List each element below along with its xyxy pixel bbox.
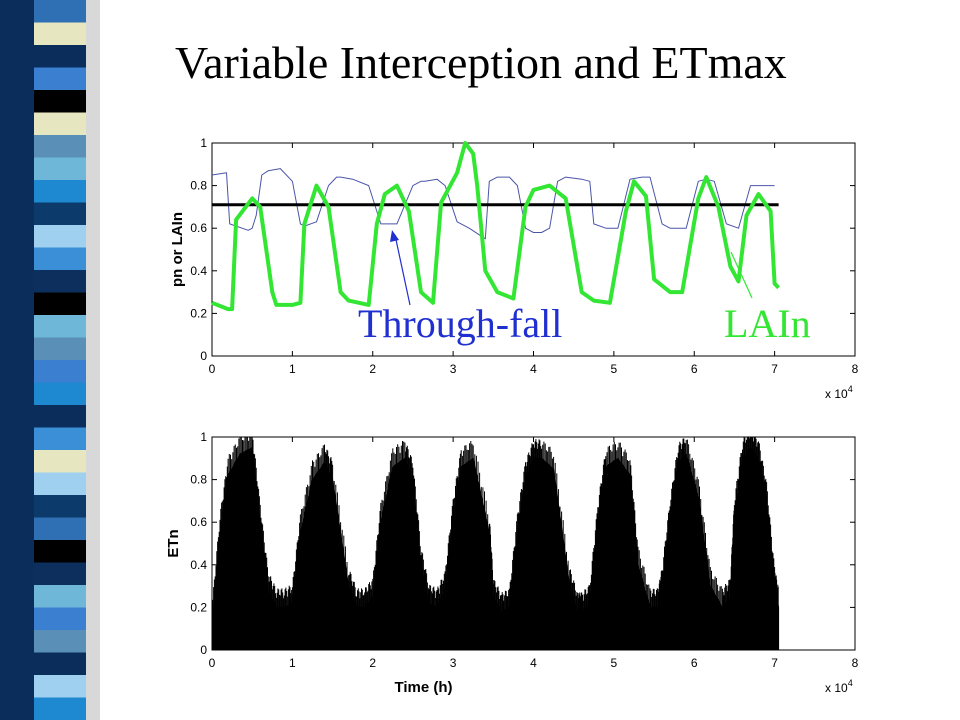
y-tick-label: 0.2 [190,306,207,320]
stripe-block [34,135,86,158]
x-tick-label: 5 [611,656,618,670]
x-tick-label: 7 [771,656,778,670]
x-multiplier-exp: 4 [848,384,853,394]
y-tick-label: 0.4 [190,264,207,278]
y-tick-label: 0.8 [190,179,207,193]
stripe-shadow [86,0,100,720]
x-tick-label: 0 [209,656,216,670]
stripe-block [34,247,86,271]
y-axis-label: pn or LAIn [169,212,186,287]
y-tick-label: 1 [200,136,207,150]
stripe-block [34,472,86,496]
y-tick-label: 1 [200,430,207,444]
annotation-lain: LAIn [724,301,811,346]
annotation-arrowhead [390,230,399,242]
series-line-2 [211,141,781,312]
stripe-block [34,450,86,473]
stripe-block [34,697,86,720]
x-multiplier-exp: 4 [848,678,853,688]
x-tick-label: 2 [369,656,376,670]
stripe-block [34,675,86,698]
decorative-stripe [0,0,100,720]
stripe-block [34,45,86,68]
stripe-block [34,540,86,563]
stripe-block [34,427,86,451]
stripe-block [34,495,86,518]
stripe-block [34,292,86,316]
x-tick-label: 6 [691,656,698,670]
stripe-block [34,517,86,541]
x-tick-label: 0 [209,362,216,376]
stripe-block [34,0,86,23]
y-tick-label: 0 [200,643,207,657]
stripe-block [34,630,86,653]
annotation-pointer-lain [730,251,753,299]
slide-title: Variable Interception and ETmax [175,37,787,88]
y-tick-label: 0.6 [190,515,207,529]
x-tick-label: 3 [450,362,457,376]
stripe-block [34,157,86,181]
x-tick-label: 3 [450,656,457,670]
plot-frame [211,142,856,357]
x-multiplier-base: x 10 [825,387,848,401]
x-tick-label: 7 [771,362,778,376]
stripe-block [34,607,86,631]
y-tick-label: 0.4 [190,558,207,572]
x-tick-label: 1 [289,362,296,376]
stripe-block [34,382,86,406]
x-tick-label: 5 [611,362,618,376]
stripe-block [34,22,86,46]
stripe-left-band [0,0,34,720]
stripe-block [34,67,86,91]
y-axis-label: ETn [165,529,182,557]
annotation-through-fall: Through-fall [358,301,562,346]
series-line-0 [211,168,775,240]
y-tick-label: 0.2 [190,600,207,614]
x-tick-label: 1 [289,656,296,670]
stripe-block [34,405,86,428]
stripe-block [34,225,86,248]
x-tick-label: 2 [369,362,376,376]
x-tick-label: 6 [691,362,698,376]
stripe-block [34,270,86,293]
stripe-block [34,562,86,586]
x-tick-label: 8 [852,656,859,670]
x-tick-label: 4 [530,362,537,376]
stripe-block [34,585,86,608]
stripe-block [34,112,86,136]
x-axis-label: Time (h) [394,679,452,696]
x-tick-label: 8 [852,362,859,376]
stripe-block [34,360,86,383]
stripe-block [34,90,86,113]
stripe-block [34,180,86,203]
stripe-block [34,652,86,676]
y-tick-label: 0.8 [190,473,207,487]
stripe-block [34,337,86,361]
y-tick-label: 0.6 [190,221,207,235]
stripe-block [34,315,86,338]
annotation-arrow-through-fall [394,234,411,306]
y-tick-label: 0 [200,349,207,363]
x-tick-label: 4 [530,656,537,670]
stripe-block [34,202,86,226]
x-multiplier: x 104 [825,678,853,695]
x-multiplier: x 104 [825,384,853,401]
x-multiplier-base: x 10 [825,681,848,695]
